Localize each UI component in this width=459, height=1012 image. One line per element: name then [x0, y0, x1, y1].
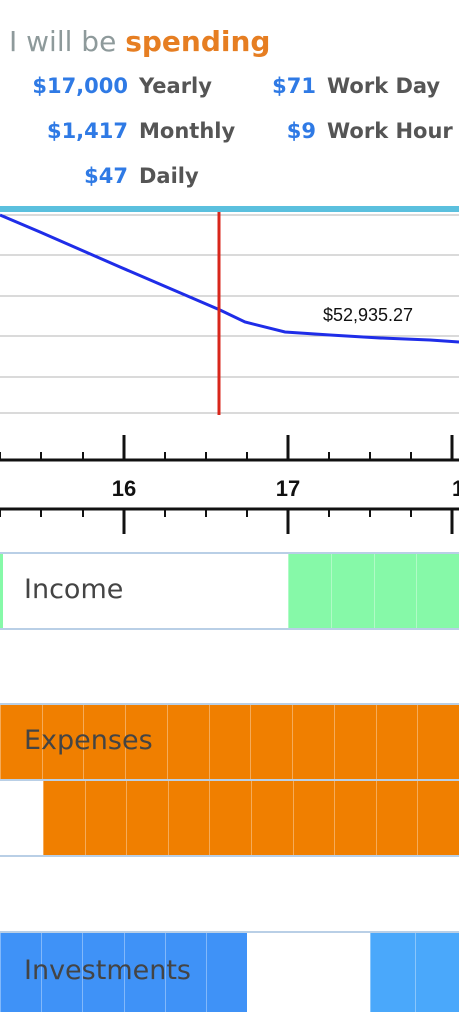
expenses-label: Expenses: [24, 725, 153, 756]
expense-cell: [125, 705, 167, 779]
expense-cell: [250, 781, 293, 855]
expenses-row[interactable]: Expenses: [0, 705, 459, 779]
investment-cell: [205, 933, 247, 1012]
investments-block-1[interactable]: [0, 933, 247, 1012]
row-separator: [0, 552, 459, 554]
income-cell: [288, 554, 331, 628]
timeline-tick-16: 16: [112, 476, 136, 501]
daily-value: $47: [84, 164, 128, 188]
monthly-value: $1,417: [46, 119, 128, 143]
daily-label: Daily: [139, 164, 199, 188]
work-day-label: Work Day: [327, 74, 441, 98]
investments-label: Investments: [24, 955, 191, 986]
expense-cell: [208, 705, 251, 779]
work-hour-value: $9: [286, 119, 316, 143]
monthly-label: Monthly: [139, 119, 236, 143]
work-hour-label: Work Hour: [327, 119, 453, 143]
income-cell: [416, 554, 459, 628]
investment-cell: [164, 933, 206, 1012]
expense-cell: [0, 705, 42, 779]
expenses-subrow[interactable]: [0, 781, 459, 855]
graph-gridlines: [0, 214, 459, 414]
investment-cell: [370, 933, 415, 1012]
income-cell: [330, 554, 374, 628]
expense-cell: [126, 781, 168, 855]
expense-cell: [375, 705, 418, 779]
expense-cell: [334, 781, 376, 855]
balance-value-label: $52,935.27: [323, 305, 413, 325]
income-row[interactable]: Income: [0, 554, 459, 628]
expense-cell: [333, 705, 376, 779]
row-separator: [0, 779, 459, 781]
expense-cell: [43, 781, 85, 855]
ruler-lines: [0, 435, 459, 534]
timeline-ruler[interactable]: 16 17 18: [0, 430, 459, 540]
expense-cell: [209, 781, 251, 855]
investments-block-2[interactable]: [370, 933, 459, 1012]
expense-cell: [375, 781, 418, 855]
income-edge: [0, 554, 3, 628]
row-separator: [0, 931, 459, 933]
expense-cell: [292, 781, 335, 855]
row-separator: [0, 703, 459, 705]
timeline-tick-17: 17: [276, 476, 300, 501]
header-divider: [0, 206, 459, 212]
expense-cell: [83, 705, 125, 779]
row-separator: [0, 855, 459, 857]
title-prefix: I will be: [9, 25, 117, 58]
investment-cell: [41, 933, 82, 1012]
investment-cell: [123, 933, 165, 1012]
expense-cell: [250, 705, 292, 779]
work-day-value: $71: [272, 74, 316, 98]
expense-cell: [166, 705, 209, 779]
expense-cell: [41, 705, 84, 779]
expense-cell: [417, 781, 459, 855]
expense-cell: [167, 781, 210, 855]
expenses-cells: [0, 705, 459, 779]
mode-toggle[interactable]: spending: [125, 25, 271, 58]
timeline-tick-18: 18: [452, 476, 459, 501]
income-cell: [373, 554, 417, 628]
income-label: Income: [24, 574, 124, 605]
expenses-scheduled-block[interactable]: [43, 781, 459, 855]
income-scheduled-block[interactable]: [288, 554, 459, 628]
investment-cell: [0, 933, 41, 1012]
page-title: I will be spending: [9, 24, 270, 60]
balance-graph[interactable]: $52,935.27: [0, 212, 459, 418]
expense-cell: [417, 705, 459, 779]
yearly-label: Yearly: [139, 74, 212, 98]
investment-cell: [414, 933, 459, 1012]
investments-row[interactable]: Investments: [0, 933, 459, 1012]
row-separator: [0, 628, 459, 630]
investment-cell: [82, 933, 123, 1012]
balance-line: [0, 213, 459, 344]
expense-cell: [84, 781, 127, 855]
expense-cell: [292, 705, 334, 779]
yearly-value: $17,000: [32, 74, 128, 98]
